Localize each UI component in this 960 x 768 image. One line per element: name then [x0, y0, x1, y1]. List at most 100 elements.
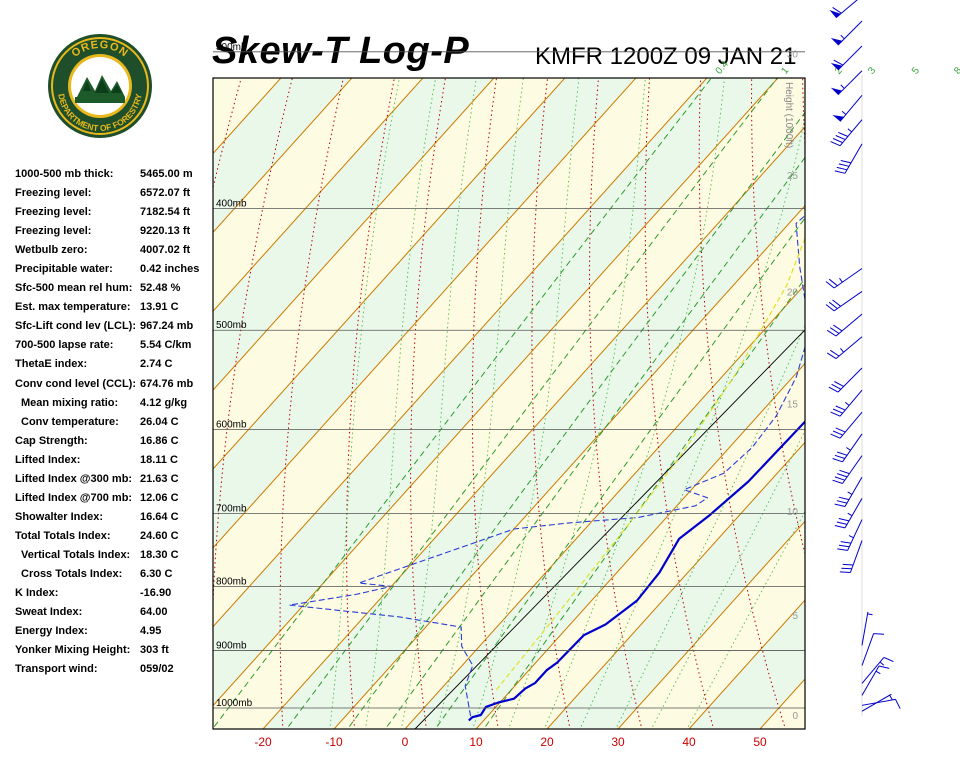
moist-adiabat-line: [472, 78, 580, 729]
index-value: 16.86 C: [140, 434, 179, 447]
index-label: Lifted Index @700 mb:: [15, 491, 133, 504]
height-tick-label: 10: [787, 507, 799, 518]
index-label: Lifted Index @300 mb:: [15, 472, 133, 485]
wind-barb-staff: [842, 433, 863, 463]
height-axis-title: Height (1000ft): [783, 82, 794, 148]
wind-barb-flag: [830, 349, 840, 357]
wind-barb-staff: [861, 665, 880, 696]
wind-barb-flag: [832, 408, 843, 414]
isotherm-line: [213, 78, 495, 391]
wind-barb-flag: [834, 503, 846, 507]
wind-barb: [861, 665, 890, 696]
isotherm-line: [0, 58, 157, 749]
wind-barb-pennant: [830, 63, 843, 70]
wind-barb-pennant: [829, 10, 841, 18]
isotherm-line: [262, 126, 805, 729]
index-row: Yonker Mixing Height: 303 ft: [15, 644, 215, 663]
index-label: Sfc-500 mean rel hum:: [15, 282, 133, 295]
wind-barb-staff: [861, 657, 885, 684]
index-row: Freezing level: 9220.13 ft: [15, 225, 215, 244]
index-value: 6.30 C: [140, 567, 173, 580]
plot-area: [0, 58, 805, 749]
wind-barb-staff: [861, 633, 875, 666]
index-row: Total Totals Index: 24.60 C: [15, 530, 215, 549]
pressure-label: 500mb: [216, 320, 247, 331]
wind-barb-staff: [837, 45, 863, 71]
wind-barb-flag: [825, 304, 835, 312]
wind-barb-flag: [830, 141, 841, 147]
wind-barb-flag: [830, 433, 841, 439]
isotherm-line: [213, 78, 424, 312]
wind-barb-staff: [837, 367, 863, 393]
dry-adiabat-line: [213, 78, 293, 614]
reference-diagonal-line: [414, 329, 805, 729]
chart-title: Skew-T Log-P: [212, 30, 470, 72]
index-value: 6572.07 ft: [140, 187, 191, 200]
isotherm-line: [333, 204, 805, 729]
index-label: Transport wind:: [15, 663, 98, 676]
index-row: Showalter Index: 16.64 C: [15, 511, 215, 530]
index-row: Lifted Index: 18.11 C: [15, 454, 215, 473]
wind-barb: [832, 95, 863, 122]
isotherm-line: [213, 78, 566, 470]
mixing-ratio-label: 8: [952, 65, 960, 77]
mixing-ratio-label: 1: [779, 65, 791, 77]
wind-barb-flag: [840, 541, 852, 544]
x-tick-label: 50: [753, 735, 767, 749]
wind-barb-half-flag: [840, 34, 845, 40]
index-label: K Index:: [15, 587, 59, 600]
index-row: Freezing level: 6572.07 ft: [15, 187, 215, 206]
wind-barb-flag: [838, 496, 850, 501]
wind-barb: [832, 433, 863, 463]
wind-barb-flag: [832, 458, 843, 463]
plot-frame: [212, 77, 806, 730]
isotherm-line: [0, 58, 15, 749]
index-label: Freezing level:: [15, 225, 92, 238]
isotherm-line: [0, 58, 86, 749]
dewpoint-trace-line: [288, 214, 805, 717]
wind-barb-flag: [838, 544, 850, 548]
index-row: Wetbulb zero: 4007.02 ft: [15, 244, 215, 263]
wind-barb: [832, 455, 863, 484]
wind-barb-staff: [844, 476, 863, 507]
wind-barb-flag: [834, 454, 845, 459]
isotherm-line: [404, 283, 805, 729]
isotherm-line: [0, 58, 228, 749]
wind-barb-half-flag: [846, 447, 851, 451]
isotherm-line: [546, 441, 805, 729]
station-time-label: KMFR 1200Z 09 JAN 21: [535, 43, 797, 70]
wind-barb: [830, 389, 863, 417]
index-value: 4.95: [140, 625, 162, 638]
index-row: Cross Totals Index: 6.30 C: [15, 568, 215, 587]
wind-barb: [861, 656, 894, 684]
wind-barb-flag: [832, 138, 843, 144]
wind-barb-flag: [837, 451, 848, 456]
height-tick-label: 15: [787, 399, 799, 410]
wind-barb-flag: [828, 301, 838, 309]
index-value: 18.30 C: [140, 548, 179, 561]
index-value: 12.06 C: [140, 491, 179, 504]
temperature-band: [0, 58, 228, 749]
index-label: Sweat Index:: [15, 606, 83, 619]
wind-barb: [826, 313, 863, 337]
wind-barb-flag: [838, 131, 849, 137]
wind-barb: [839, 540, 863, 573]
height-tick-label: 25: [787, 171, 799, 182]
wind-barb: [834, 498, 863, 529]
dry-adiabat-line: [802, 78, 805, 155]
index-row: Sfc-Lift cond lev (LCL): 967.24 mb: [15, 320, 215, 339]
mixing-ratio-line: [213, 78, 713, 729]
index-label: Freezing level:: [15, 206, 92, 219]
index-row: Transport wind: 059/02: [15, 663, 215, 682]
wind-barb: [825, 268, 863, 289]
isotherm-line: [213, 78, 779, 707]
index-row: Conv cond level (CCL): 674.76 mb: [15, 378, 215, 397]
wind-barb-half-flag: [840, 347, 844, 353]
wind-barb: [830, 70, 863, 96]
wind-barb: [861, 633, 885, 666]
index-label: Cross Totals Index:: [21, 567, 123, 580]
index-label: Precipitable water:: [15, 263, 113, 276]
index-value: 967.24 mb: [140, 320, 194, 333]
height-tick-label: 20: [787, 287, 799, 298]
mixing-ratio-line: [346, 111, 805, 729]
